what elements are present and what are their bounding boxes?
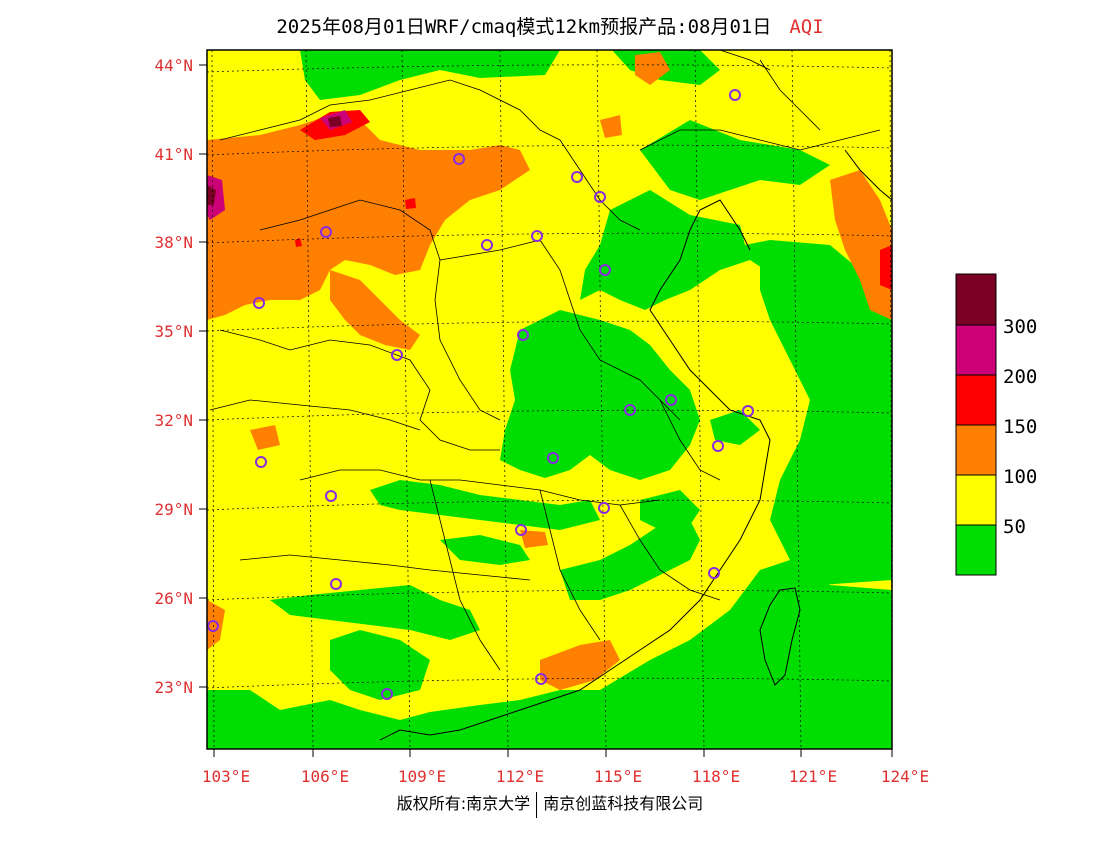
title-main: 2025年08月01日WRF/cmaq模式12km预报产品:08月01日: [276, 16, 772, 38]
lon-label: 112°E: [496, 767, 544, 786]
legend-swatch: [955, 374, 997, 426]
legend-label: 200: [1003, 366, 1037, 388]
legend-label: 300: [1003, 316, 1037, 338]
station-marker: [253, 297, 265, 309]
station-marker: [594, 191, 606, 203]
lon-label: 109°E: [398, 767, 446, 786]
aqi-good-regions: [207, 50, 892, 749]
lat-label: 26°N: [154, 589, 193, 608]
lat-label: 44°N: [154, 56, 193, 75]
footer-left: 版权所有:南京大学: [396, 794, 531, 813]
station-marker: [531, 230, 543, 242]
graticule: [207, 50, 892, 749]
station-marker: [742, 405, 754, 417]
lon-label: 124°E: [881, 767, 929, 786]
map-border: [206, 49, 893, 750]
lat-label: 23°N: [154, 678, 193, 697]
station-marker: [624, 404, 636, 416]
station-marker: [571, 171, 583, 183]
lon-label: 106°E: [301, 767, 349, 786]
title-variable: AQI: [789, 16, 824, 38]
city-stations: [207, 89, 754, 700]
station-marker: [391, 349, 403, 361]
station-marker: [712, 440, 724, 452]
station-marker: [729, 89, 741, 101]
legend-swatch: [955, 474, 997, 526]
footer-separator: [536, 791, 538, 818]
lat-label: 29°N: [154, 500, 193, 519]
legend-swatch: [955, 273, 997, 326]
station-marker: [535, 673, 547, 685]
station-marker: [708, 567, 720, 579]
footer-right: 南京创蓝科技有限公司: [543, 794, 704, 813]
station-marker: [599, 264, 611, 276]
aqi-legend: 50 100 150 200 300: [955, 273, 1037, 576]
legend-label: 100: [1003, 466, 1037, 488]
lon-axis: 103°E 106°E 109°E 112°E 115°E 118°E 121°…: [202, 749, 929, 786]
legend-swatch: [955, 324, 997, 376]
lat-label: 41°N: [154, 145, 193, 164]
station-marker: [453, 153, 465, 165]
lat-label: 35°N: [154, 322, 193, 341]
lon-label: 115°E: [594, 767, 642, 786]
station-marker: [515, 524, 527, 536]
station-marker: [665, 394, 677, 406]
station-marker: [547, 452, 559, 464]
copyright-footer: 版权所有:南京大学 南京创蓝科技有限公司: [0, 790, 1100, 818]
legend-label: 150: [1003, 416, 1037, 438]
station-marker: [255, 456, 267, 468]
station-marker: [320, 226, 332, 238]
station-marker: [381, 688, 393, 700]
aqi-map: [207, 50, 892, 749]
lon-label: 103°E: [202, 767, 250, 786]
station-marker: [330, 578, 342, 590]
station-marker: [207, 620, 219, 632]
legend-swatch: [955, 424, 997, 476]
lat-label: 32°N: [154, 411, 193, 430]
lon-label: 118°E: [692, 767, 740, 786]
station-marker: [325, 490, 337, 502]
legend-swatch: [955, 524, 997, 576]
map-title: 2025年08月01日WRF/cmaq模式12km预报产品:08月01日 AQI: [0, 12, 1100, 39]
station-marker: [517, 329, 529, 341]
legend-label: 50: [1003, 516, 1026, 538]
station-marker: [598, 502, 610, 514]
aqi-usg-regions: [207, 52, 892, 690]
lat-label: 38°N: [154, 233, 193, 252]
coastline: [379, 149, 892, 741]
aqi-unhealthy-regions: [207, 110, 892, 290]
lon-label: 121°E: [789, 767, 837, 786]
province-boundaries: [209, 50, 881, 671]
lat-axis: 44°N 41°N 38°N 35°N 32°N 29°N 26°N 23°N: [154, 56, 207, 697]
station-marker: [481, 239, 493, 251]
